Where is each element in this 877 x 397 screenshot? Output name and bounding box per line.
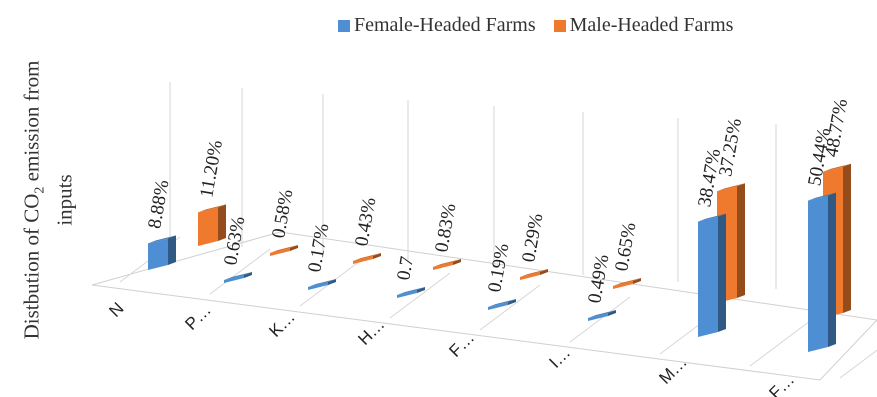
bar-female-1-side bbox=[244, 272, 252, 278]
data-label-male-3: 0.83% bbox=[431, 202, 460, 254]
bar-female-2-front bbox=[308, 282, 328, 290]
bar-male-3-top bbox=[433, 259, 461, 267]
bar-male-1-side bbox=[290, 245, 298, 251]
y-axis-title-subscript: 2 bbox=[32, 186, 48, 194]
bar-male-5-top bbox=[613, 278, 641, 286]
legend-item-male: Male-Headed Farms bbox=[553, 14, 734, 37]
data-label-male-2: 0.43% bbox=[351, 196, 380, 248]
bar-male-3-front bbox=[433, 262, 453, 270]
data-label-female-5: 0.49% bbox=[584, 253, 613, 305]
floor-separator-4 bbox=[479, 284, 541, 331]
bar-male-1-top bbox=[270, 245, 298, 253]
bar-female-5-side bbox=[608, 310, 616, 316]
bar-male-6-side bbox=[737, 183, 745, 298]
bar-male-0-top bbox=[198, 204, 226, 213]
bar-male-3-side bbox=[453, 259, 461, 265]
data-label-male-0: 11.20% bbox=[196, 138, 227, 199]
bar-female-0-side bbox=[168, 235, 176, 265]
data-label-male-5: 0.65% bbox=[611, 221, 640, 273]
bar-female-7-top bbox=[808, 192, 836, 201]
data-label-male-4: 0.29% bbox=[518, 212, 547, 264]
data-label-female-0: 8.88% bbox=[144, 178, 173, 230]
chart-floor bbox=[91, 231, 877, 381]
bar-male-2-top bbox=[353, 253, 381, 261]
bar-male-2-side bbox=[373, 253, 381, 259]
bar-female-0-front bbox=[148, 238, 168, 270]
data-label-female-3: 0.7 bbox=[393, 255, 418, 282]
bar-male-4-front bbox=[520, 272, 540, 280]
legend-swatch-male bbox=[553, 19, 566, 32]
bar-female-2-side bbox=[328, 279, 336, 285]
floor-separator-8 bbox=[839, 349, 877, 379]
data-label-female-4: 0.19% bbox=[484, 242, 513, 294]
bar-female-1-top bbox=[224, 272, 252, 280]
bar-female-7-side bbox=[828, 192, 836, 347]
bar-male-7-top bbox=[823, 163, 851, 172]
bar-male-2-front bbox=[353, 256, 373, 264]
bar-female-6-side bbox=[718, 213, 726, 332]
bar-female-6-front bbox=[698, 216, 718, 337]
y-axis-title: Distbution of CO2 emission from inputs bbox=[19, 61, 76, 340]
y-axis-title-part2: emission from bbox=[19, 60, 44, 187]
legend-label-male: Male-Headed Farms bbox=[569, 14, 734, 36]
category-label-6: M… bbox=[655, 352, 690, 387]
bar-female-0-top bbox=[148, 235, 176, 244]
chart-legend: Female-Headed Farms Male-Headed Farms bbox=[338, 14, 751, 37]
legend-label-female: Female-Headed Farms bbox=[354, 14, 536, 36]
bar-male-6-top bbox=[717, 183, 745, 192]
bar-female-3-top bbox=[397, 287, 425, 295]
bar-female-5-top bbox=[588, 310, 616, 318]
bar-male-0-front bbox=[198, 207, 218, 246]
y-axis-title-part1: Distbution of CO bbox=[19, 193, 44, 340]
bar-female-4-side bbox=[508, 299, 516, 305]
floor-separator-1 bbox=[209, 248, 271, 295]
legend-item-female: Female-Headed Farms bbox=[338, 14, 536, 37]
bar-female-3-front bbox=[397, 290, 417, 298]
bar-female-5-front bbox=[588, 313, 608, 321]
category-label-7: F… bbox=[765, 370, 798, 397]
bar-female-7-front bbox=[808, 195, 828, 352]
bar-female-4-front bbox=[488, 302, 508, 310]
legend-swatch-female bbox=[338, 19, 350, 32]
floor-separator-3 bbox=[389, 272, 451, 319]
category-label-1: P… bbox=[181, 300, 214, 333]
bar-female-6-top bbox=[698, 213, 726, 222]
bar-male-4-top bbox=[520, 269, 548, 277]
category-label-4: F… bbox=[445, 328, 478, 361]
bar-male-7-side bbox=[843, 163, 851, 313]
category-label-0: N bbox=[105, 299, 127, 321]
floor-separator-5 bbox=[569, 296, 631, 343]
bar-male-4-side bbox=[540, 269, 548, 275]
bar-male-5-side bbox=[633, 278, 641, 284]
y-axis-title-line2: inputs bbox=[52, 174, 77, 226]
bar-male-0-side bbox=[218, 204, 226, 241]
bar-male-5-front bbox=[613, 281, 633, 289]
floor-separator-7 bbox=[749, 320, 811, 367]
bar-female-1-front bbox=[224, 275, 244, 283]
bar-male-1-front bbox=[270, 248, 290, 256]
data-label-female-2: 0.17% bbox=[304, 222, 333, 274]
bar-female-3-side bbox=[417, 287, 425, 293]
category-label-2: K… bbox=[265, 307, 298, 340]
data-label-male-1: 0.58% bbox=[268, 188, 297, 240]
bar-female-4-top bbox=[488, 299, 516, 307]
bar-female-2-top bbox=[308, 279, 336, 287]
